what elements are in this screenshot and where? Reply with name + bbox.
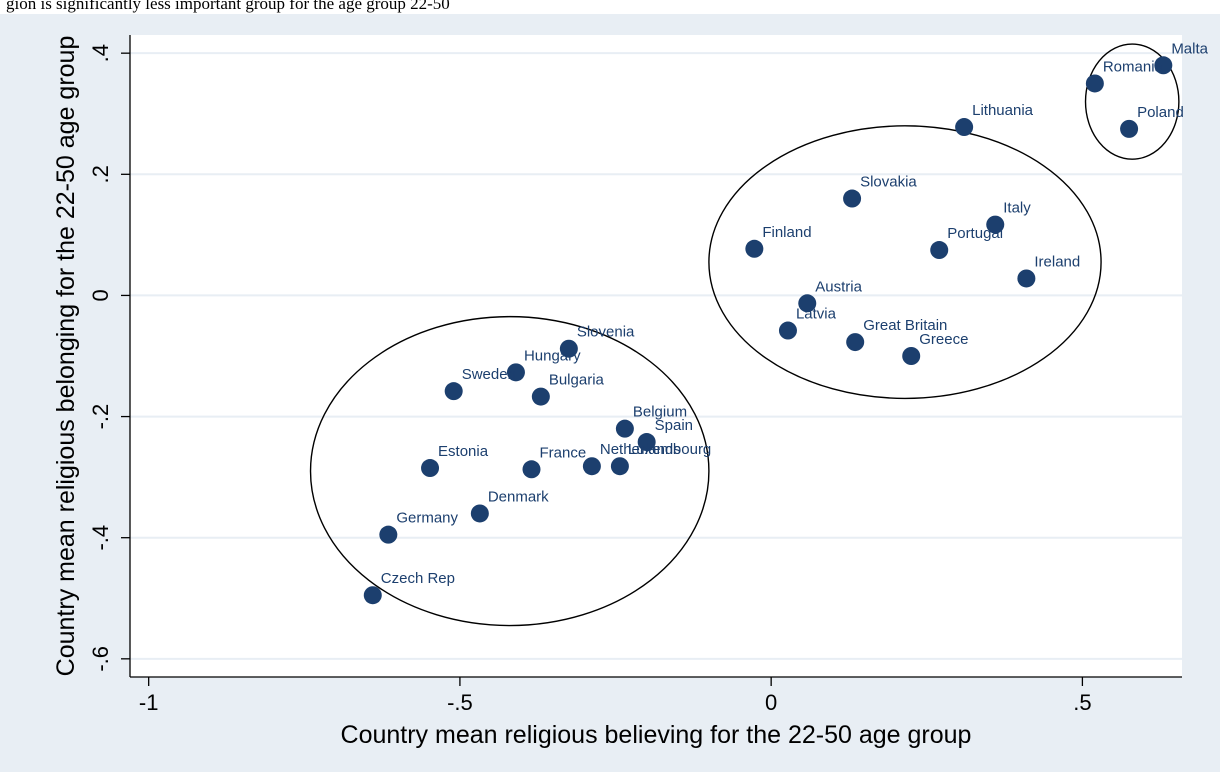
y-tick-label: -.2 — [88, 404, 113, 430]
point-marker — [615, 419, 634, 438]
point-label: Malta — [1171, 40, 1208, 57]
point-label: Lithuania — [972, 102, 1034, 119]
point-label: Slovenia — [577, 324, 635, 341]
data-points: Malta Romania Poland Lithuania Slovakia Italy… — [363, 40, 1209, 605]
point-label: Finland — [762, 224, 811, 241]
point-marker — [470, 504, 489, 523]
plot-area — [130, 35, 1182, 677]
point-marker — [798, 294, 817, 313]
point-label: Austria — [815, 278, 862, 295]
cluster-ellipse — [309, 315, 710, 627]
point-label: Estonia — [438, 443, 489, 460]
point-label: Slovakia — [860, 174, 917, 191]
point-marker — [421, 459, 440, 478]
point-marker — [1085, 74, 1104, 93]
point-label: Ireland — [1034, 253, 1080, 270]
top-cut-strip — [0, 0, 1220, 14]
point-marker — [531, 387, 550, 406]
point-label: Hungary — [524, 347, 581, 364]
y-axis-title: Country mean religious belonging for the… — [52, 36, 80, 677]
gridlines — [130, 52, 1182, 660]
point-marker — [637, 433, 656, 452]
cluster-ellipse — [1084, 43, 1180, 160]
point-label: Netherlands — [600, 441, 681, 458]
y-tick-label: .2 — [88, 165, 113, 183]
point-marker — [778, 321, 797, 340]
point-marker — [930, 241, 949, 260]
y-tick-label: .4 — [88, 44, 113, 62]
axes: -.6 -.4 -.2 0 .2 .4 -1 -.5 0 .5 — [88, 35, 1182, 715]
y-tick-label: -.6 — [88, 646, 113, 672]
point-label: Bulgaria — [549, 372, 605, 389]
x-tick-label: .5 — [1073, 690, 1091, 715]
point-marker — [1154, 56, 1173, 75]
point-label: Denmark — [488, 488, 549, 505]
y-tick-label: -.4 — [88, 525, 113, 551]
point-marker — [986, 215, 1005, 234]
x-tick-label: -.5 — [447, 690, 473, 715]
point-marker — [379, 525, 398, 544]
point-label: Greece — [919, 331, 968, 348]
point-marker — [843, 189, 862, 208]
point-marker — [610, 457, 629, 476]
point-marker — [1017, 269, 1036, 288]
header-text-fragment: gion is significantly less important gro… — [6, 0, 450, 13]
point-marker — [506, 363, 525, 382]
x-tick-label: 0 — [765, 690, 777, 715]
point-label: Germany — [396, 510, 458, 527]
point-label: Italy — [1003, 200, 1031, 217]
point-label: France — [540, 444, 587, 461]
point-marker — [846, 333, 865, 352]
point-label: Great Britain — [863, 317, 947, 334]
x-tick-label: -1 — [139, 690, 159, 715]
point-marker — [955, 118, 974, 137]
x-axis-title: Country mean religious believing for the… — [341, 721, 972, 749]
point-marker — [582, 457, 601, 476]
point-label: Latvia — [796, 306, 837, 323]
point-label: Belgium — [633, 404, 687, 421]
point-label: Romania — [1103, 58, 1164, 75]
y-tick-label: 0 — [88, 289, 113, 301]
point-label: Poland — [1137, 104, 1184, 121]
cluster-ellipse — [708, 125, 1102, 400]
point-marker — [522, 460, 541, 479]
point-marker — [1120, 119, 1139, 138]
point-label: Luxembourg — [628, 441, 711, 458]
cluster-ellipses — [309, 43, 1180, 627]
point-marker — [444, 382, 463, 401]
point-label: Portugal — [947, 225, 1003, 242]
point-marker — [745, 239, 764, 258]
point-label: Sweden — [462, 366, 516, 383]
point-label: Spain — [655, 417, 693, 434]
point-label: Czech Rep — [381, 570, 455, 587]
point-marker — [559, 339, 578, 358]
point-marker — [363, 586, 382, 605]
point-marker — [902, 347, 921, 365]
